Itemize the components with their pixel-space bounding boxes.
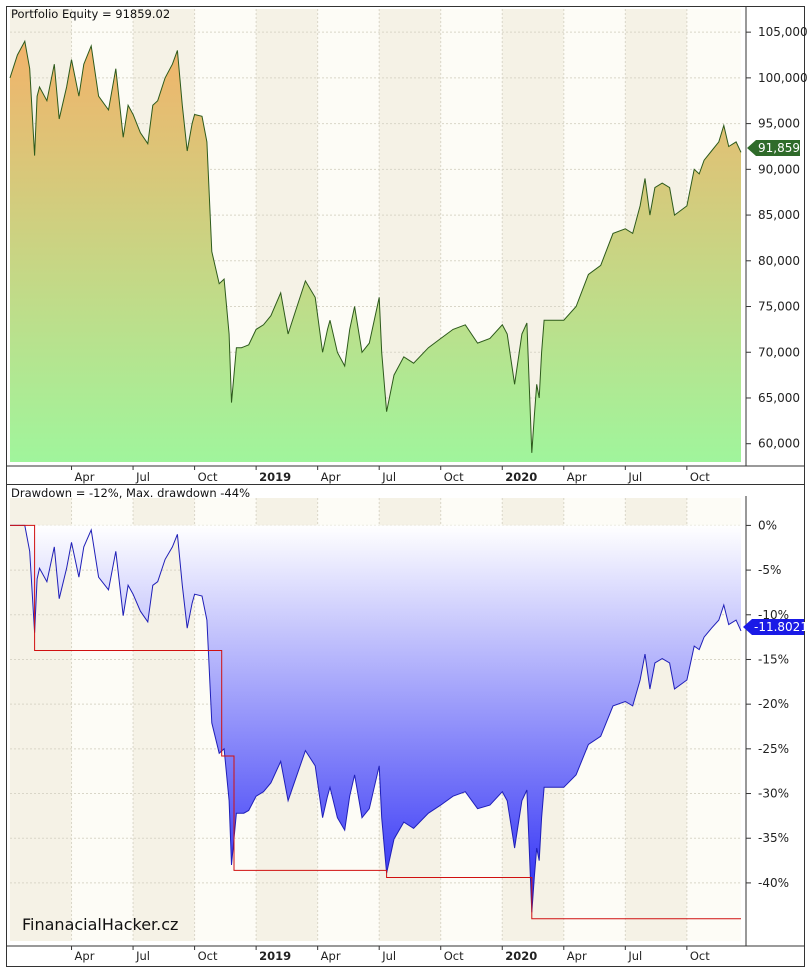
equity-badge-label: 91,859 [758,141,800,155]
equity-x-tick-label: Apr [75,470,95,484]
drawdown-y-tick-label: -20% [758,697,789,711]
equity-y-tick-label: 60,000 [758,437,800,451]
drawdown-panel: 0% -5% -10% -15% -20% -25% -30% -35% -40% Apr Jul O… [7,496,804,963]
drawdown-y-tick-label: -25% [758,742,789,756]
equity-x-tick-label: Apr [567,470,587,484]
equity-y-tick-label: 75,000 [758,300,800,314]
drawdown-panel-frame [6,484,805,967]
equity-x-tick-label: Apr [321,470,341,484]
drawdown-y-tick-label: -10% [758,608,789,622]
drawdown-series-line [10,524,742,913]
drawdown-x-tick-label: Oct [690,949,710,963]
drawdown-x-tick-label: Apr [321,949,341,963]
drawdown-y-tick-label: -15% [758,652,789,666]
equity-current-value-badge: 91,859 [747,140,800,156]
equity-y-tick-label: 80,000 [758,254,800,268]
equity-x-tick-label: Jul [627,470,642,484]
drawdown-y-tick-label: -35% [758,831,789,845]
drawdown-x-tick-label: Oct [198,949,218,963]
drawdown-y-tick-label: -40% [758,876,789,890]
drawdown-chart-title: Drawdown = -12%, Max. drawdown -44% [11,486,250,500]
drawdown-x-tick-label: Jul [627,949,642,963]
equity-y-tick-label: 85,000 [758,208,800,222]
drawdown-x-tick-label: 2020 [505,949,537,963]
equity-y-tick-label: 105,000 [758,25,808,39]
equity-x-tick-label: Oct [198,470,218,484]
drawdown-y-tick-label: 0% [758,518,777,532]
equity-x-tick-label: Oct [444,470,464,484]
equity-chart-title: Portfolio Equity = 91859.02 [11,7,170,21]
drawdown-x-tick-label: Apr [75,949,95,963]
drawdown-badge-label: -11.8021 [754,620,808,634]
drawdown-x-tick-label: 2019 [259,949,291,963]
drawdown-x-tick-label: Oct [444,949,464,963]
watermark: FinanacialHacker.cz [22,915,179,934]
drawdown-current-value-badge: -11.8021 [743,619,808,635]
drawdown-y-tick-label: -5% [758,563,781,577]
equity-panel: 60,000 65,000 70,000 75,000 80,000 85,000 90,0… [7,7,808,484]
equity-y-tick-label: 90,000 [758,162,800,176]
equity-x-tick-label: Oct [690,470,710,484]
equity-area-fill [10,41,741,463]
equity-y-tick-label: 65,000 [758,391,800,405]
equity-x-tick-label: 2020 [505,470,537,484]
equity-series-line [9,39,742,453]
equity-x-tick-label: 2019 [259,470,291,484]
equity-y-tick-label: 100,000 [758,71,808,85]
drawdown-area-fill [10,525,741,913]
drawdown-x-tick-label: Apr [567,949,587,963]
drawdown-y-tick-label: -30% [758,787,789,801]
equity-y-tick-label: 70,000 [758,345,800,359]
drawdown-x-tick-label: Jul [381,949,396,963]
equity-x-tick-label: Jul [381,470,396,484]
drawdown-x-tick-label: Jul [135,949,150,963]
max-drawdown-step-line [10,524,741,920]
equity-y-tick-label: 95,000 [758,117,800,131]
equity-x-tick-label: Jul [135,470,150,484]
